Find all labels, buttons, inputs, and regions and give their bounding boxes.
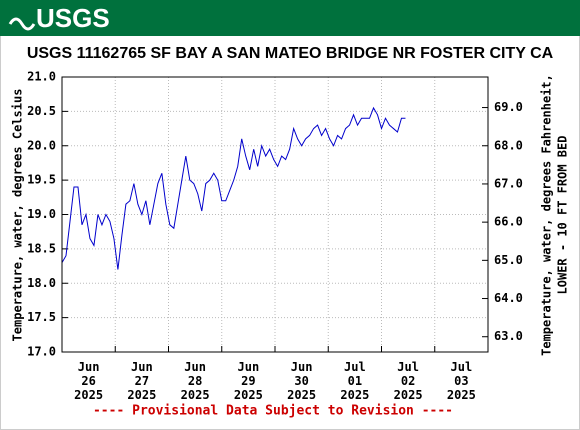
header-bar bbox=[0, 0, 580, 36]
x-tick-label: Jul 01 2025 bbox=[340, 360, 369, 402]
y-tick-label: 20.0 bbox=[27, 138, 56, 152]
x-tick-label: Jun 26 2025 bbox=[74, 360, 103, 402]
footnote: ---- Provisional Data Subject to Revisio… bbox=[93, 404, 453, 419]
y-tick-label: 19.5 bbox=[27, 173, 56, 187]
y-tick-label: 18.0 bbox=[27, 276, 56, 290]
x-tick-label: Jun 30 2025 bbox=[287, 360, 316, 402]
x-tick-label: Jun 29 2025 bbox=[234, 360, 263, 402]
y2-tick-label: 64.0 bbox=[494, 291, 523, 305]
y2-tick-label: 67.0 bbox=[494, 176, 523, 190]
y-tick-label: 18.5 bbox=[27, 241, 56, 255]
y2-tick-label: 65.0 bbox=[494, 253, 523, 267]
y-tick-label: 19.0 bbox=[27, 207, 56, 221]
y-tick-label: 21.0 bbox=[27, 70, 56, 84]
x-tick-label: Jun 27 2025 bbox=[127, 360, 156, 402]
plot-border bbox=[61, 76, 489, 353]
y2-tick-label: 66.0 bbox=[494, 215, 523, 229]
data-line bbox=[61, 106, 406, 270]
y2-axis-label: Temperature, water, degrees Fahrenheit, bbox=[540, 74, 554, 356]
y2-axis-label: LOWER - 10 FT FROM BED bbox=[556, 136, 570, 295]
y-tick-label: 17.0 bbox=[27, 345, 56, 359]
y2-tick-label: 68.0 bbox=[494, 138, 523, 152]
y-tick-label: 20.5 bbox=[27, 104, 56, 118]
logo-wave bbox=[8, 17, 36, 31]
x-tick-label: Jun 28 2025 bbox=[181, 360, 210, 402]
y-tick-label: 17.5 bbox=[27, 310, 56, 324]
logo: USGS bbox=[36, 3, 110, 33]
x-tick-label: Jul 03 2025 bbox=[447, 360, 476, 402]
y2-tick-label: 63.0 bbox=[494, 329, 523, 343]
x-tick-label: Jul 02 2025 bbox=[394, 360, 423, 402]
y-axis-label: Temperature, water, degrees Celsius bbox=[11, 89, 25, 342]
chart-title: USGS 11162765 SF BAY A SAN MATEO BRIDGE … bbox=[27, 45, 554, 62]
y2-tick-label: 69.0 bbox=[494, 100, 523, 114]
